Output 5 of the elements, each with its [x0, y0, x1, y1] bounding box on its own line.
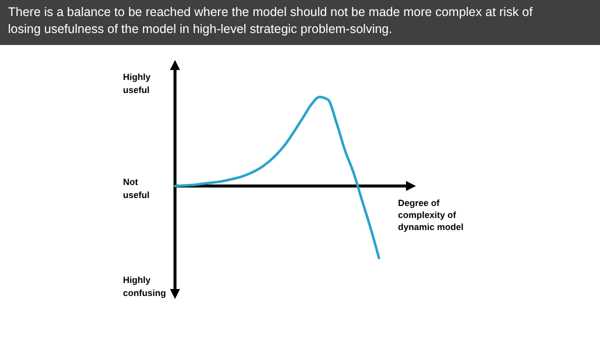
x-axis-title: Degree of complexity of dynamic model	[398, 198, 464, 232]
text: Highly confusing	[123, 275, 166, 298]
text: Not useful	[123, 177, 150, 200]
text: Highly useful	[123, 72, 151, 95]
chart-title: There is a balance to be reached where the model should not be made more complex at risk of losing usefulness of the model in high-level strategic problem-solving.	[8, 5, 534, 36]
